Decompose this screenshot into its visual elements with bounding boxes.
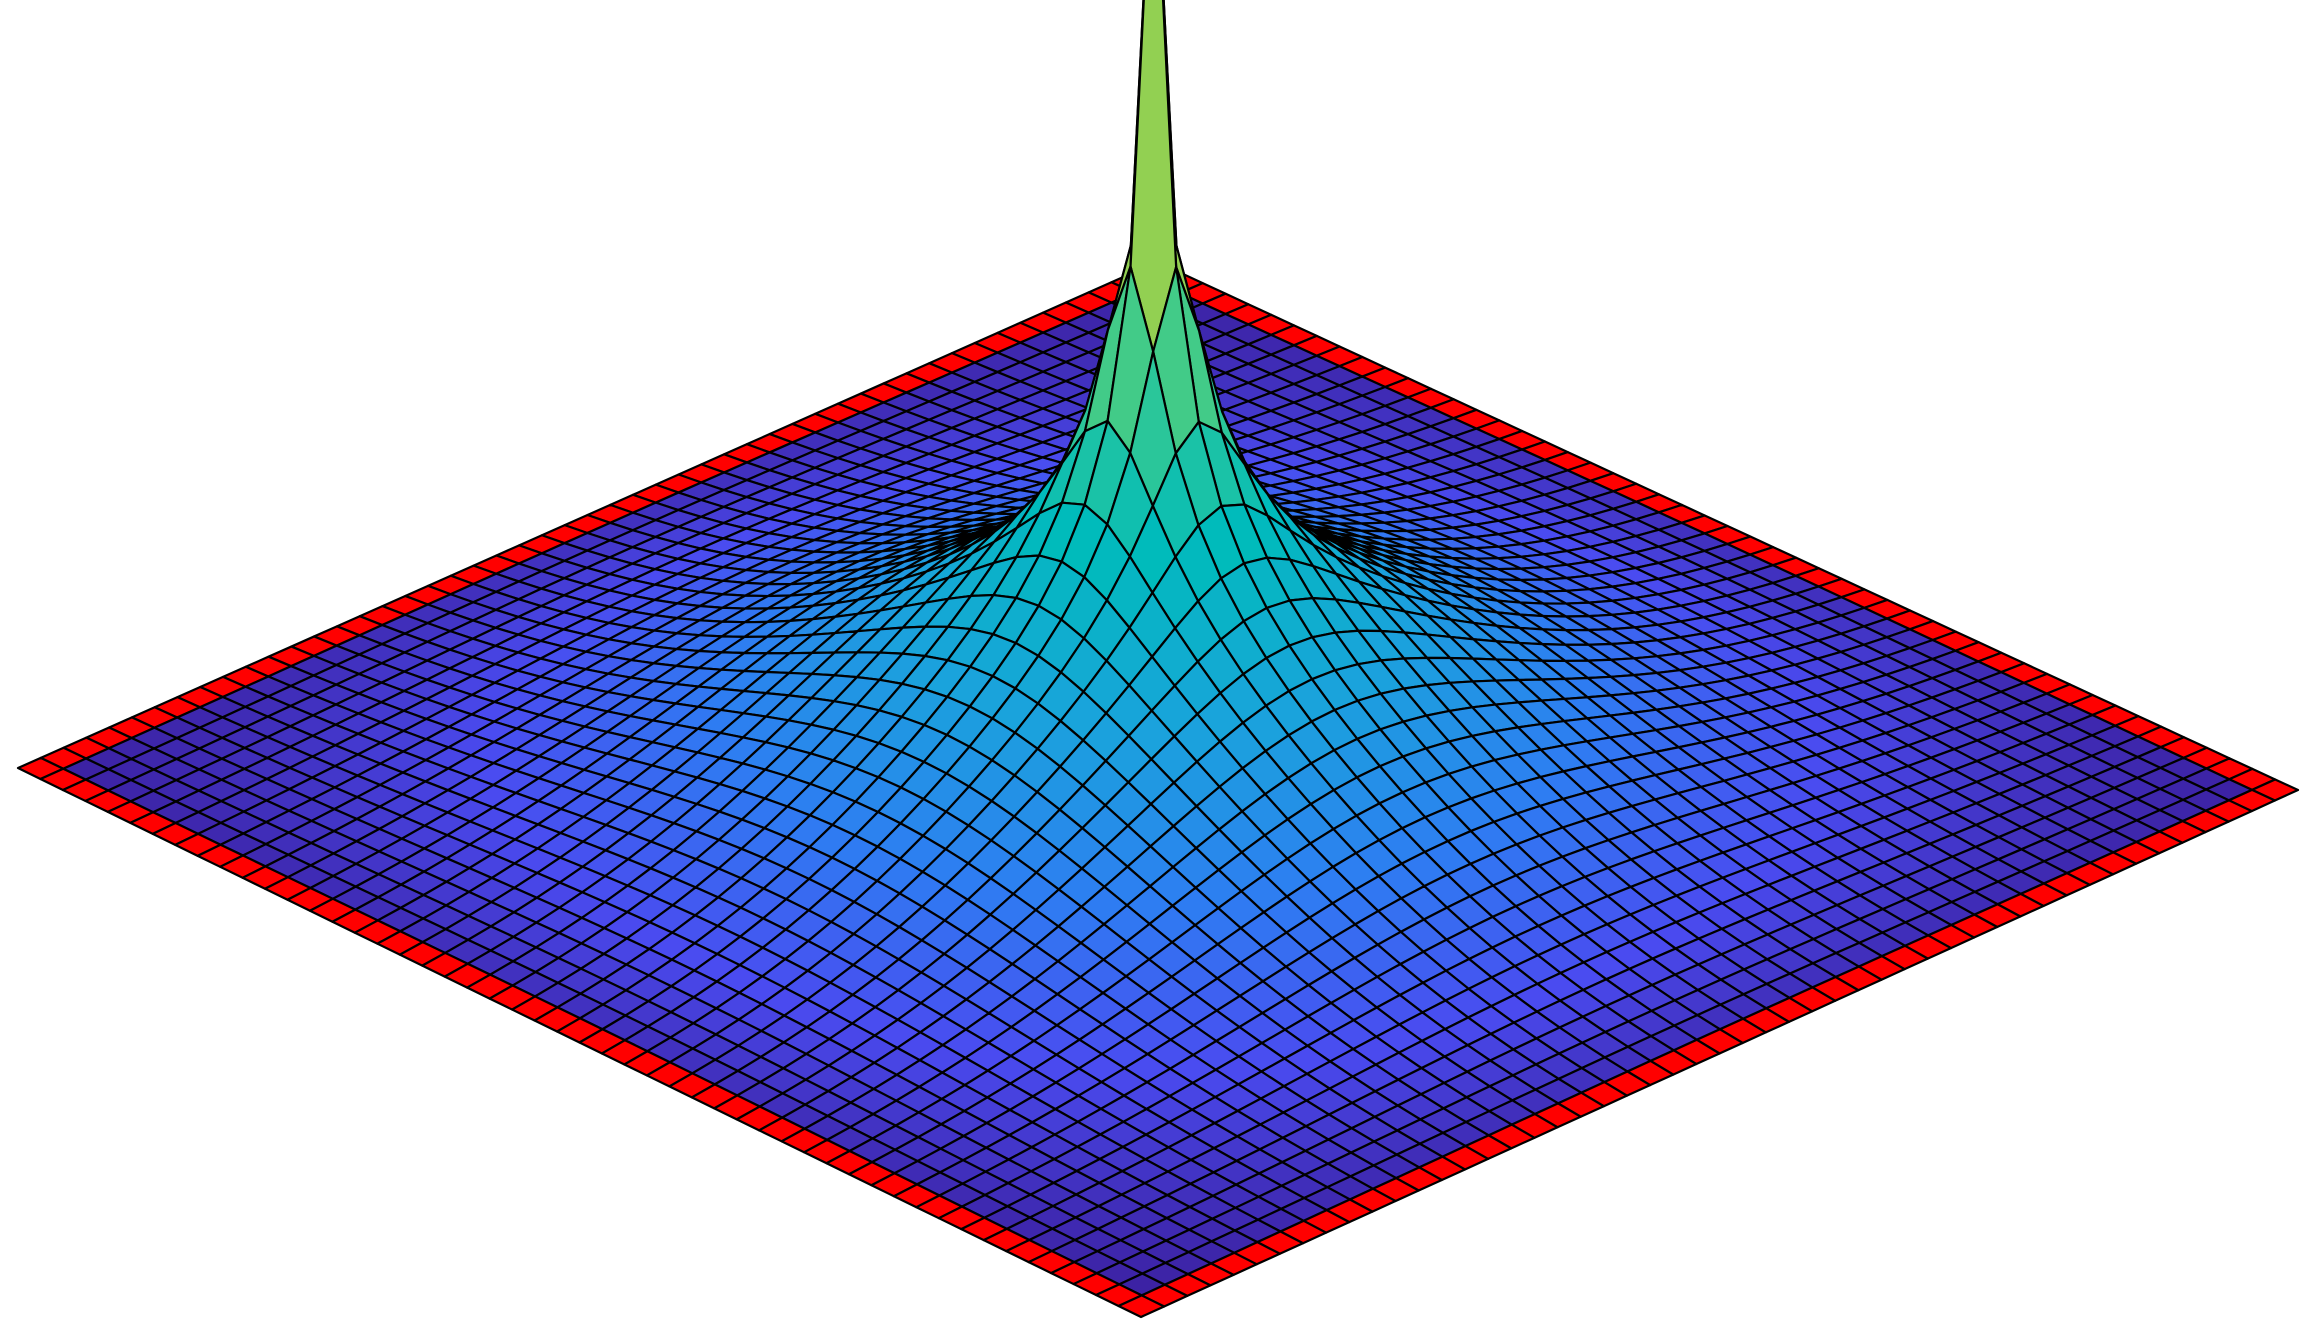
boundary-cell	[1117, 1294, 1166, 1319]
surface-mesh	[16, 0, 2300, 1319]
